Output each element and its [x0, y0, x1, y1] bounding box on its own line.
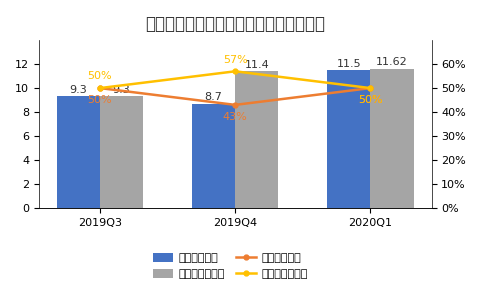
- Text: 8.7: 8.7: [204, 92, 222, 102]
- Bar: [100, 97, 143, 208]
- Title: 游戏业务及非游戏业务营收占比（亿元）: 游戏业务及非游戏业务营收占比（亿元）: [145, 15, 324, 33]
- Text: 57%: 57%: [222, 55, 247, 64]
- Bar: [57, 97, 100, 208]
- Text: 50%: 50%: [357, 95, 382, 105]
- 游戏业务占比: [97, 86, 103, 90]
- Bar: [370, 69, 413, 208]
- Text: 9.3: 9.3: [69, 85, 87, 95]
- 非游戏业务占比: [232, 70, 238, 73]
- Legend: 游戏业务营收, 非游戏业务营收, 游戏业务占比, 非游戏业务占比: 游戏业务营收, 非游戏业务营收, 游戏业务占比, 非游戏业务占比: [149, 248, 312, 284]
- 非游戏业务占比: [97, 86, 103, 90]
- Bar: [192, 104, 235, 208]
- 游戏业务占比: [367, 86, 372, 90]
- Text: 9.3: 9.3: [112, 85, 130, 95]
- Text: 11.5: 11.5: [336, 59, 360, 69]
- Bar: [235, 71, 278, 208]
- Text: 50%: 50%: [87, 71, 112, 81]
- Text: 11.62: 11.62: [375, 57, 407, 67]
- Line: 非游戏业务占比: 非游戏业务占比: [97, 69, 372, 90]
- Text: 11.4: 11.4: [244, 60, 269, 70]
- Text: 50%: 50%: [87, 95, 112, 105]
- 非游戏业务占比: [367, 86, 372, 90]
- Text: 43%: 43%: [222, 112, 247, 122]
- Text: 50%: 50%: [357, 95, 382, 105]
- Line: 游戏业务占比: 游戏业务占比: [97, 86, 372, 107]
- 游戏业务占比: [232, 103, 238, 107]
- Bar: [326, 70, 370, 208]
